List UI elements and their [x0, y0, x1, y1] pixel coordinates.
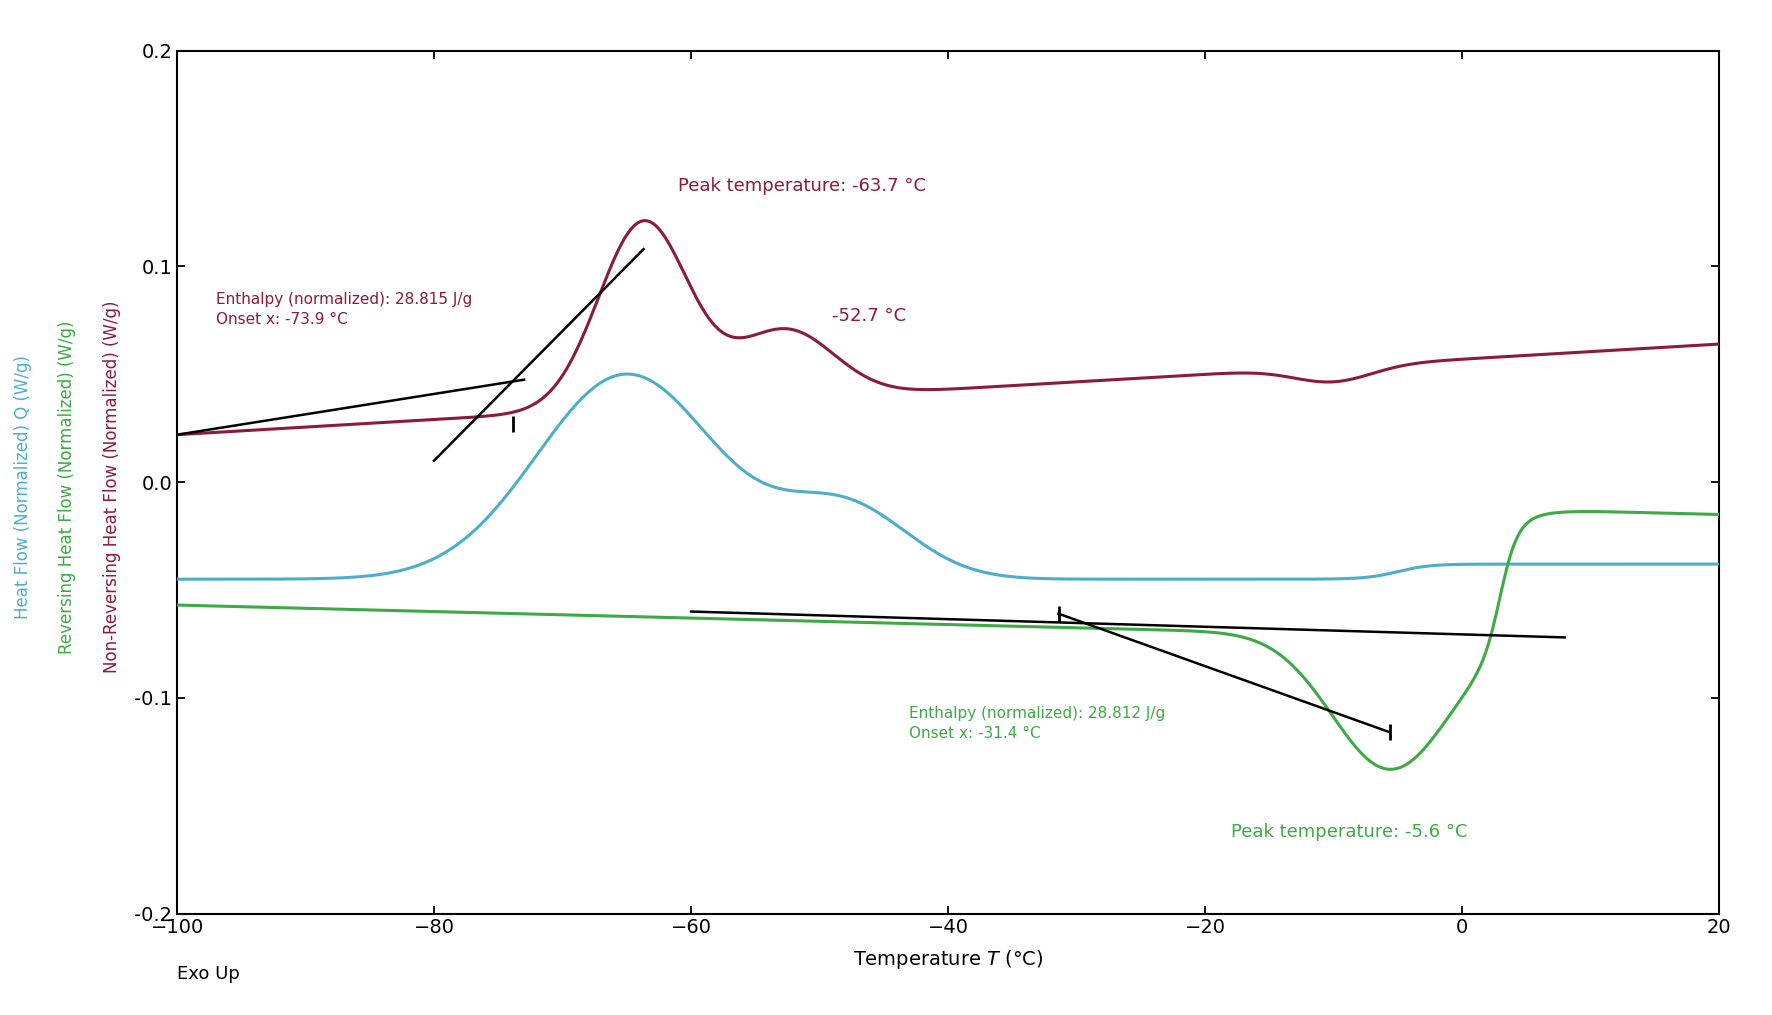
Text: -52.7 °C: -52.7 °C: [833, 307, 907, 325]
Text: Exo Up: Exo Up: [177, 965, 239, 984]
Text: Reversing Heat Flow (Normalized) (W/g): Reversing Heat Flow (Normalized) (W/g): [58, 321, 76, 654]
Text: Heat Flow (Normalized) Q (W/g): Heat Flow (Normalized) Q (W/g): [14, 355, 32, 619]
Text: Enthalpy (normalized): 28.815 J/g
Onset x: -73.9 °C: Enthalpy (normalized): 28.815 J/g Onset …: [216, 292, 471, 327]
Text: Non-Reversing Heat Flow (Normalized) (W/g): Non-Reversing Heat Flow (Normalized) (W/…: [103, 301, 120, 673]
Text: Peak temperature: -63.7 °C: Peak temperature: -63.7 °C: [679, 178, 927, 195]
X-axis label: Temperature $\it{T}$ (°C): Temperature $\it{T}$ (°C): [852, 948, 1044, 971]
Text: Peak temperature: -5.6 °C: Peak temperature: -5.6 °C: [1230, 822, 1467, 840]
Text: Enthalpy (normalized): 28.812 J/g
Onset x: -31.4 °C: Enthalpy (normalized): 28.812 J/g Onset …: [909, 706, 1166, 741]
